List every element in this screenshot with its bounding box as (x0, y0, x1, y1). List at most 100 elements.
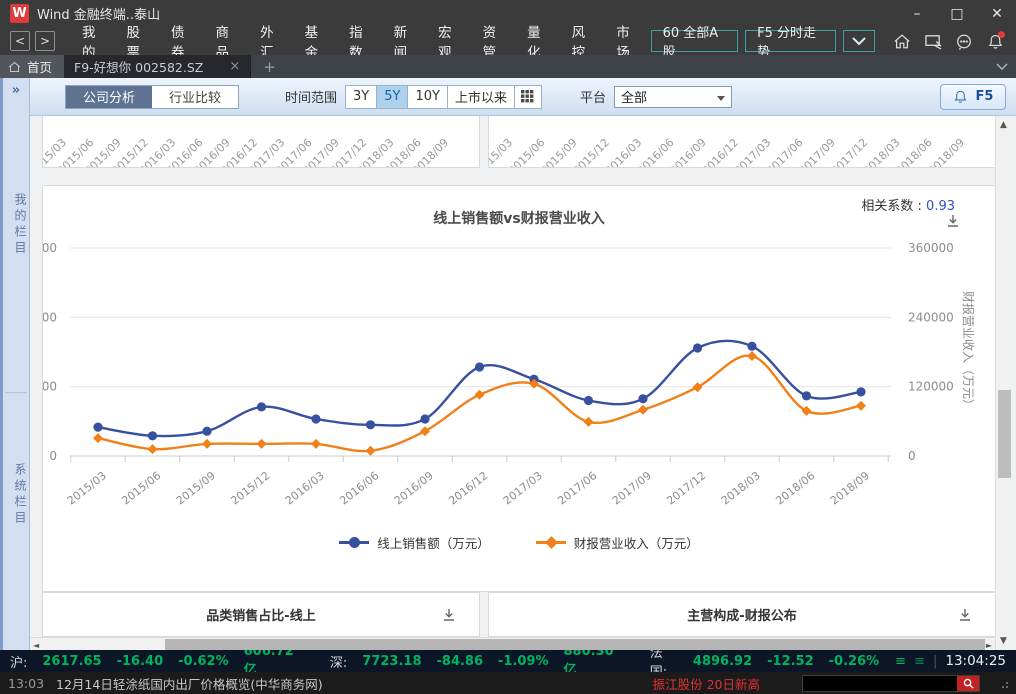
time-range-10Y[interactable]: 10Y (408, 85, 448, 108)
market-pct: -0.26% (828, 653, 880, 669)
download-chart-button[interactable] (945, 213, 961, 229)
platform-selected-value: 全部 (620, 91, 647, 106)
new-tab-button[interactable]: + (263, 57, 276, 76)
search-icon (963, 678, 974, 689)
market-change: -12.52 (767, 653, 814, 669)
left-sidebar: » 我的栏目 系统栏目 (0, 78, 30, 650)
time-range-3Y[interactable]: 3Y (346, 85, 378, 108)
sidebar-divider (5, 392, 27, 393)
download-icon (444, 609, 454, 621)
legend-online-sales[interactable]: 线上销售额（万元） (339, 533, 490, 552)
back-button[interactable]: < (10, 31, 30, 51)
horizontal-scroll-thumb[interactable] (165, 639, 985, 650)
svg-text:00: 00 (43, 310, 57, 324)
home-icon-button[interactable] (891, 31, 913, 51)
title-bar: W Wind 金融终端..泰山 – □ ✕ (0, 0, 1016, 27)
view-tab-industry-compare[interactable]: 行业比较 (152, 85, 238, 108)
scroll-left-arrow[interactable]: ◄ (33, 641, 40, 650)
svg-text:00: 00 (43, 241, 57, 255)
svg-text:2016/09: 2016/09 (667, 136, 709, 167)
list-view-icon[interactable]: ≡ (895, 653, 907, 669)
minimize-button[interactable]: – (913, 5, 921, 22)
news-ticker-bar: 13:03 12月14日轻涂纸国内出厂价格概览(中华商务网) 振江股份 20日新… (0, 672, 1016, 694)
news-headline[interactable]: 12月14日轻涂纸国内出厂价格概览(中华商务网) (56, 676, 323, 692)
close-button[interactable]: ✕ (991, 5, 1003, 22)
chevron-down-icon (996, 63, 1008, 70)
view-tab-company-analysis[interactable]: 公司分析 (66, 85, 152, 108)
time-range-上市以来[interactable]: 上市以来 (447, 85, 515, 108)
screen-capture-button[interactable] (922, 31, 944, 51)
scroll-down-arrow[interactable]: ▼ (1000, 636, 1007, 646)
vertical-scrollbar[interactable]: ▲ ▼ (995, 116, 1013, 650)
svg-text:2018/09: 2018/09 (926, 136, 968, 167)
svg-text:2015/09: 2015/09 (174, 469, 218, 507)
scroll-right-arrow[interactable]: ► (985, 641, 992, 650)
search-button[interactable] (957, 675, 979, 691)
svg-text:2016/06: 2016/06 (337, 469, 381, 507)
f5-refresh-button[interactable]: F5 (940, 83, 1006, 110)
select-arrow-icon (716, 95, 725, 101)
svg-text:2017/09: 2017/09 (796, 136, 838, 167)
tab-active-stock[interactable]: F9-好想你 002582.SZ × (64, 55, 252, 78)
quick-button-0[interactable]: 60 全部A股 (650, 26, 739, 60)
svg-text:2017/06: 2017/06 (764, 136, 806, 167)
tab-home[interactable]: 首页 (0, 55, 65, 78)
home-tab-icon (9, 61, 20, 72)
scroll-up-arrow[interactable]: ▲ (1000, 120, 1007, 130)
panel-title: 主营构成-财报公布 (687, 609, 797, 624)
wind-logo: W (10, 4, 29, 23)
market-status-bar: 沪: 2617.65 -16.40 -0.62% 606.72亿 深: 7723.18 -84… (0, 644, 1016, 680)
svg-text:2018/09: 2018/09 (828, 469, 872, 507)
market-name: 深: (329, 655, 348, 671)
tab-bar: 首页 F9-好想你 002582.SZ × + (0, 55, 1016, 78)
download-panel-button[interactable] (957, 607, 973, 623)
download-panel-button[interactable] (441, 607, 457, 623)
market-value: 4896.92 (692, 653, 753, 669)
forward-button[interactable]: > (35, 31, 55, 51)
stock-alert[interactable]: 振江股份 20日新高 (652, 676, 760, 692)
maximize-button[interactable]: □ (950, 5, 964, 22)
svg-text:2015/12: 2015/12 (228, 469, 272, 507)
sidebar-expand-button[interactable]: » (11, 83, 21, 98)
tab-close-icon[interactable]: × (229, 59, 241, 74)
quick-button-1[interactable]: F5 分时走势 (745, 26, 836, 60)
quick-buttons: 60 全部A股 F5 分时走势 (650, 26, 836, 60)
list-view-icon-2[interactable]: ≡ (914, 653, 925, 669)
platform-select[interactable]: 全部 (613, 85, 732, 108)
market-value: 7723.18 (362, 653, 422, 669)
notifications-button[interactable] (984, 31, 1006, 51)
legend-label: 财报营业收入（万元） (573, 536, 699, 551)
panel-title: 品类销售占比-线上 (206, 609, 316, 624)
svg-text:2016/12: 2016/12 (700, 136, 742, 167)
svg-text:2016/06: 2016/06 (635, 136, 677, 167)
horizontal-scrollbar[interactable]: ◄ ► (30, 637, 995, 650)
svg-text:2018/06: 2018/06 (773, 469, 817, 507)
grid-view-button[interactable] (514, 85, 541, 108)
chart-title: 线上销售额vs财报营业收入 (433, 211, 605, 227)
home-icon (894, 33, 910, 48)
market-change: -84.86 (436, 653, 484, 669)
panel-main-business-composition: 主营构成-财报公布 (488, 592, 995, 637)
svg-text:0: 0 (908, 449, 916, 463)
sidebar-section-system-columns[interactable]: 系统栏目 (13, 463, 27, 527)
resize-grip[interactable] (998, 678, 1008, 688)
correlation-value: 0.93 (926, 199, 955, 214)
quick-buttons-expand[interactable] (842, 30, 876, 52)
correlation-chart-panel: 线上销售额vs财报营业收入 相关系数 : 0.93 0 0 120000 00 2400… (42, 185, 995, 592)
legend-reported-revenue[interactable]: 财报营业收入（万元） (535, 533, 699, 552)
vertical-scroll-thumb[interactable] (998, 390, 1011, 478)
screen-edit-icon (924, 34, 942, 50)
panel-category-sales-share: 品类销售占比-线上 (42, 592, 480, 637)
search-input[interactable] (802, 674, 980, 692)
market-change: -16.40 (116, 653, 164, 669)
notification-badge (998, 31, 1006, 38)
svg-text:120000: 120000 (908, 380, 954, 394)
f5-label: F5 (975, 89, 994, 104)
clipped-x-axis-labels: 2015/032015/062015/092015/122016/032016/… (474, 136, 968, 178)
sidebar-section-my-columns[interactable]: 我的栏目 (13, 193, 27, 257)
time-range-5Y[interactable]: 5Y (377, 85, 409, 108)
tab-list-button[interactable] (988, 55, 1016, 78)
chat-button[interactable] (953, 31, 975, 51)
